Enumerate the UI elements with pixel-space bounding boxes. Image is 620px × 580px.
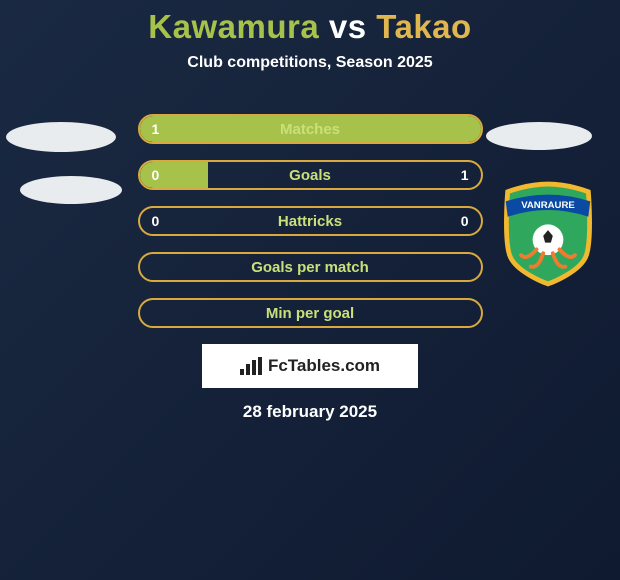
stat-row-min-per-goal: Min per goal xyxy=(138,298,483,328)
site-name: FcTables.com xyxy=(268,356,380,376)
title-player2: Takao xyxy=(376,8,471,45)
stat-value-right: 0 xyxy=(461,213,469,229)
decorative-oval xyxy=(486,122,592,150)
title-player1: Kawamura xyxy=(148,8,319,45)
stat-label: Hattricks xyxy=(140,213,481,230)
stat-row-goals: 0 Goals 1 xyxy=(138,160,483,190)
page-title: Kawamura vs Takao xyxy=(0,8,620,46)
stat-label: Min per goal xyxy=(140,305,481,322)
stat-row-matches: 1 Matches xyxy=(138,114,483,144)
stats-block: 1 Matches 0 Goals 1 0 Hattricks 0 Goals … xyxy=(138,114,483,328)
stat-row-goals-per-match: Goals per match xyxy=(138,252,483,282)
subtitle: Club competitions, Season 2025 xyxy=(0,54,620,72)
svg-text:VANRAURE: VANRAURE xyxy=(521,200,575,211)
title-vs: vs xyxy=(329,8,367,45)
stat-value-right: 1 xyxy=(461,167,469,183)
site-logo[interactable]: FcTables.com xyxy=(202,344,418,388)
stat-label: Goals per match xyxy=(140,259,481,276)
bar-chart-icon xyxy=(240,357,262,375)
decorative-oval xyxy=(6,122,116,152)
decorative-oval xyxy=(20,176,122,204)
date: 28 february 2025 xyxy=(0,402,620,422)
stat-row-hattricks: 0 Hattricks 0 xyxy=(138,206,483,236)
stat-label: Goals xyxy=(140,167,481,184)
stat-label: Matches xyxy=(140,121,481,138)
team-crest: VANRAURE xyxy=(500,180,596,288)
